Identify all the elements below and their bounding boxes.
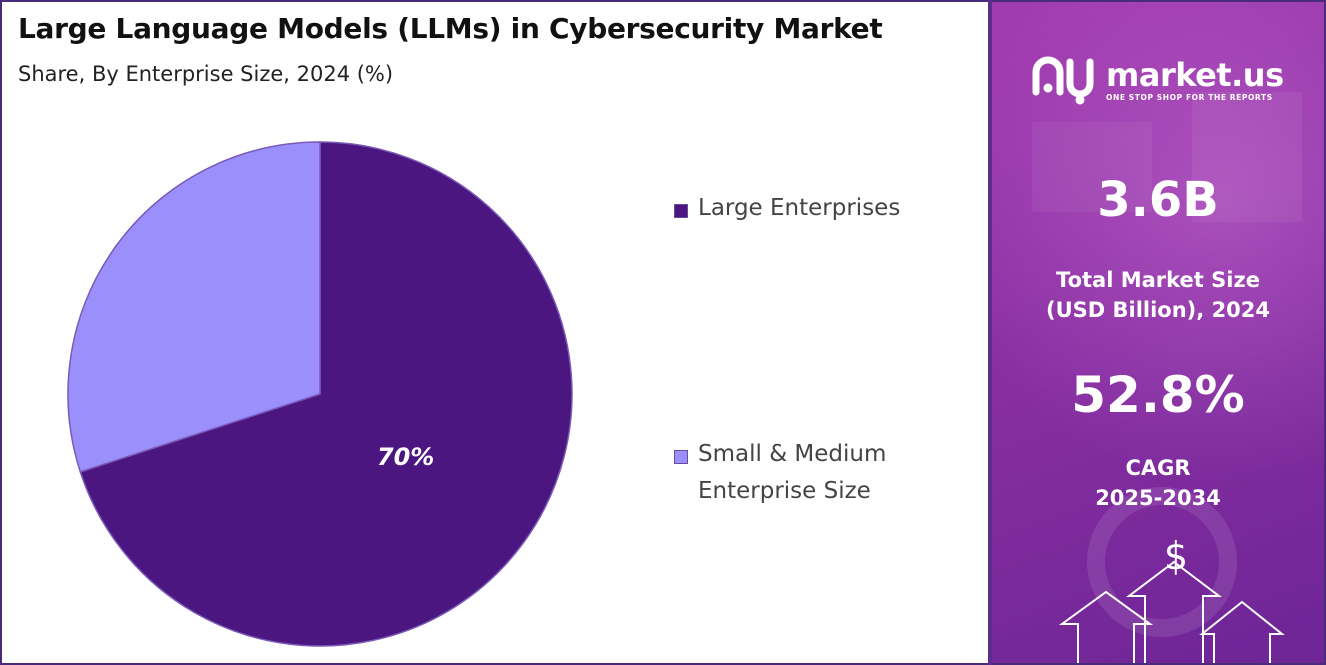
legend-swatch-small-medium (674, 450, 688, 464)
market-us-logo-icon (1032, 56, 1094, 105)
dollar-sign-icon: $ (1164, 534, 1188, 578)
background-decor: $ (1032, 92, 1302, 663)
legend-label-small-medium: Small & Medium Enterprise Size (698, 441, 887, 504)
chart-subtitle: Share, By Enterprise Size, 2024 (%) (18, 62, 394, 86)
brand-name: market.us (1106, 55, 1284, 94)
brand-logo: market.us ONE STOP SHOP FOR THE REPORTS (1032, 54, 1284, 106)
legend-label-large-enterprises: Large Enterprises (698, 195, 901, 221)
panel-divider (988, 0, 992, 665)
growth-arrows-icon (1058, 560, 1285, 663)
pie-chart: 70% (67, 141, 573, 647)
pie-slice-label-0: 70% (377, 443, 434, 471)
legend-item-large-enterprises: Large Enterprises (674, 195, 928, 227)
brand-tagline: ONE STOP SHOP FOR THE REPORTS (1106, 92, 1273, 102)
legend-item-small-medium: Small & Medium Enterprise Size (674, 441, 928, 510)
market-size-value: 3.6B (1097, 172, 1219, 228)
market-size-label-line2: (USD Billion), 2024 (1045, 298, 1271, 322)
cagr-period: 2025-2034 (1095, 486, 1221, 510)
cagr-label: CAGR (1125, 456, 1191, 480)
cagr-value: 52.8% (1071, 366, 1245, 424)
pie-slice-0 (79, 141, 573, 647)
pie-slice-1 (67, 141, 321, 473)
chart-panel: Large Language Models (LLMs) in Cybersec… (2, 2, 988, 663)
legend-swatch-large-enterprises (674, 204, 688, 218)
market-size-label-line1: Total Market Size (1056, 268, 1260, 292)
chart-title: Large Language Models (LLMs) in Cybersec… (18, 12, 883, 45)
stats-panel: $ market.us ONE STOP SHOP FOR THE REPORT… (992, 2, 1324, 663)
